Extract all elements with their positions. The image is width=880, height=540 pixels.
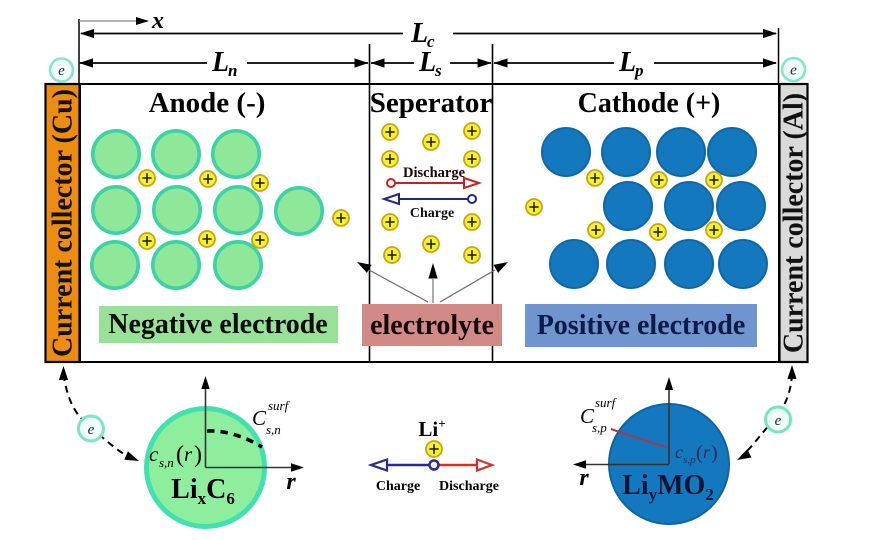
svg-text:surf: surf: [595, 395, 618, 410]
svg-text:L: L: [618, 47, 636, 78]
svg-text:): ): [711, 442, 718, 464]
svg-text:L: L: [211, 47, 229, 78]
svg-text:r: r: [286, 469, 296, 495]
svg-text:s,p: s,p: [592, 420, 607, 435]
svg-text:): ): [194, 442, 202, 468]
svg-text:r: r: [184, 442, 193, 466]
svg-text:Charge: Charge: [410, 206, 454, 221]
svg-text:electrolyte: electrolyte: [370, 310, 494, 341]
svg-text:n: n: [228, 61, 237, 80]
svg-text:s: s: [434, 61, 442, 80]
svg-text:Current collector (Al): Current collector (Al): [779, 93, 810, 353]
svg-text:x: x: [151, 8, 164, 34]
svg-text:s,n: s,n: [266, 422, 281, 437]
svg-text:r: r: [579, 465, 589, 491]
svg-text:e: e: [775, 413, 782, 429]
svg-text:c: c: [675, 442, 683, 462]
svg-text:Negative electrode: Negative electrode: [108, 309, 328, 340]
svg-text:Charge: Charge: [376, 479, 420, 494]
svg-text:(: (: [176, 442, 184, 468]
svg-text:LiyMO2: LiyMO2: [622, 470, 714, 504]
svg-text:r: r: [703, 442, 711, 462]
svg-text:Anode (-): Anode (-): [149, 87, 266, 119]
svg-text:surf: surf: [268, 398, 291, 413]
svg-text:Cathode (+): Cathode (+): [578, 88, 721, 119]
svg-text:(: (: [696, 442, 703, 464]
svg-text:L: L: [418, 47, 436, 78]
svg-text:Current collector (Cu): Current collector (Cu): [48, 89, 79, 357]
svg-text:c: c: [427, 32, 435, 51]
svg-text:e: e: [58, 63, 65, 79]
svg-text:s,n: s,n: [159, 455, 174, 470]
svg-text:e: e: [88, 422, 95, 438]
svg-text:p: p: [633, 61, 644, 80]
svg-text:c: c: [149, 442, 159, 466]
svg-text:s,p: s,p: [683, 454, 696, 466]
svg-text:e: e: [790, 63, 797, 79]
svg-text:Discharge: Discharge: [439, 479, 499, 494]
svg-text:Seperator: Seperator: [370, 87, 493, 119]
svg-text:C: C: [252, 406, 267, 430]
svg-text:Positive electrode: Positive electrode: [537, 310, 746, 341]
svg-text:Discharge: Discharge: [403, 165, 466, 181]
svg-text:L: L: [410, 18, 428, 49]
svg-text:Li+: Li+: [418, 416, 445, 441]
svg-text:C: C: [580, 404, 595, 428]
